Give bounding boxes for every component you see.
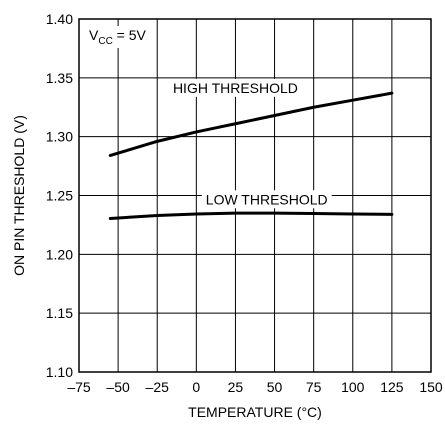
x-axis-label: TEMPERATURE (°C): [188, 404, 322, 420]
series-label: LOW THRESHOLD: [206, 191, 328, 207]
series-label-group: LOW THRESHOLD: [201, 190, 332, 209]
series-label: HIGH THRESHOLD: [173, 80, 298, 96]
x-tick-label: –50: [106, 379, 130, 395]
x-tick-label: 100: [341, 379, 365, 395]
condition-label-group: VCC = 5V: [86, 26, 150, 48]
y-tick-label: 1.30: [46, 129, 73, 145]
series-line: [108, 211, 394, 220]
y-tick-label: 1.25: [46, 188, 73, 204]
series-label-group: HIGH THRESHOLD: [168, 78, 302, 97]
x-tick-label: –75: [67, 379, 91, 395]
condition-label-backdrop: [86, 26, 150, 48]
x-tick-label: 50: [267, 379, 283, 395]
y-tick-label: 1.15: [46, 305, 73, 321]
y-tick-label: 1.40: [46, 11, 73, 27]
x-tick-label: 150: [419, 379, 443, 395]
series-label-backdrop: [168, 78, 302, 97]
series-label-backdrop: [201, 190, 332, 209]
y-axis-label: ON PIN THRESHOLD (V): [11, 115, 27, 276]
y-tick-label: 1.35: [46, 70, 73, 86]
x-tick-label: 125: [380, 379, 404, 395]
y-tick-label: 1.10: [46, 364, 73, 380]
x-tick-label: 25: [228, 379, 244, 395]
plot-frame: [78, 18, 432, 373]
series-line: [108, 91, 394, 157]
x-tick-label: 75: [306, 379, 322, 395]
x-tick-label: –25: [146, 379, 170, 395]
x-tick-label: 0: [192, 379, 200, 395]
y-tick-label: 1.20: [46, 246, 73, 262]
condition-label: VCC = 5V: [89, 27, 147, 47]
